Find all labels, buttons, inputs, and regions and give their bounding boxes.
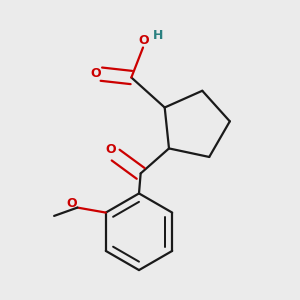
Text: O: O (90, 67, 101, 80)
Text: O: O (66, 197, 77, 210)
Text: H: H (153, 29, 163, 42)
Text: O: O (105, 142, 116, 156)
Text: O: O (139, 34, 149, 47)
